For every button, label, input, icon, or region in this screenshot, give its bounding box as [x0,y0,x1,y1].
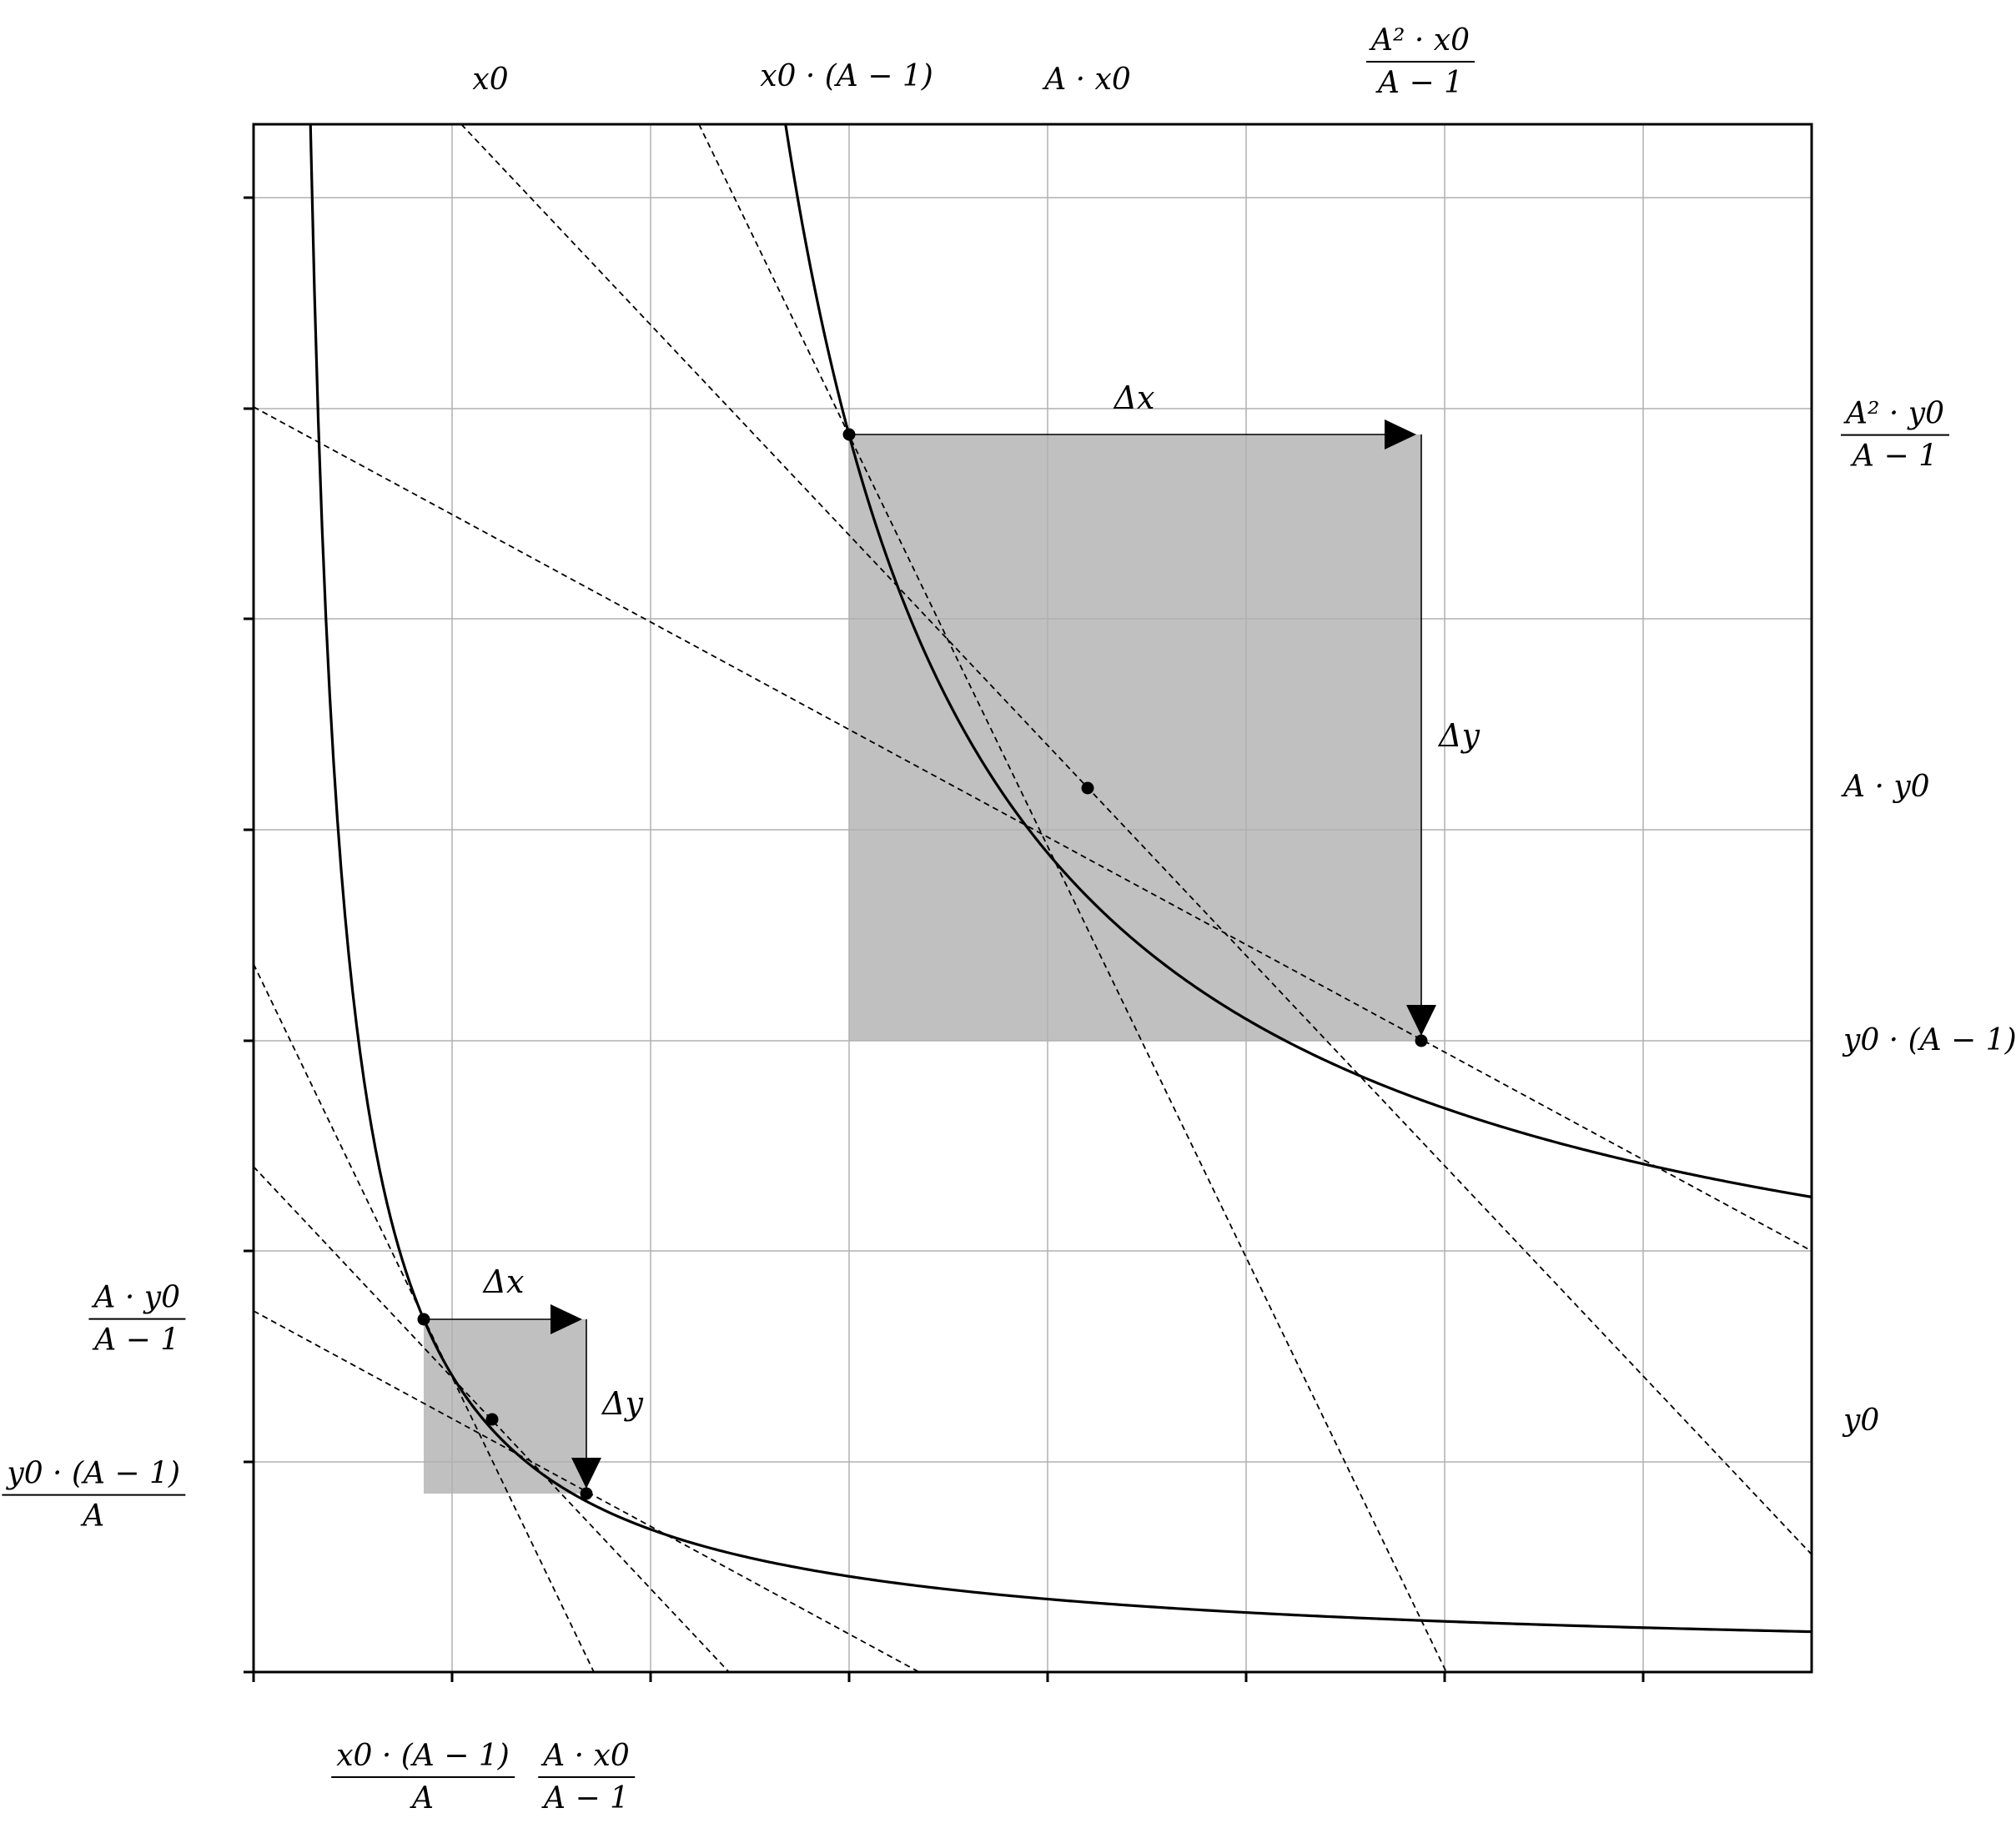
small-delta-arrows [424,1304,601,1489]
right-label-y0-times-A-minus-1: y0 · (A − 1) [1843,1023,2016,1057]
invariant-curve-small [309,124,1812,1634]
grid [254,124,1812,1672]
curve-points [417,428,1428,1500]
large-point-mid [1081,781,1094,795]
large-point-start [842,428,856,441]
dashed-line-6 [254,1310,920,1672]
small-delta-x-arrowhead [551,1304,582,1334]
right-label-y0: y0 [1843,1404,1880,1438]
top-label-A2-x0-over-A-minus-1: A² · x0 A − 1 [1366,23,1475,101]
small-shaded-region [424,1319,586,1494]
bottom-label-A-x0-over-A-minus-1: A · x0 A − 1 [538,1739,635,1816]
axes-frame [252,123,1813,1674]
top-label-x0-times-A-minus-1: x0 · (A − 1) [760,59,933,93]
large-point-end [1415,1034,1428,1047]
small-delta-y-arrowhead [571,1458,601,1489]
right-label-A-times-y0: A · y0 [1843,770,1930,804]
large-delta-y-arrowhead [1406,1005,1436,1036]
large-delta-x-label: Δx [1114,379,1155,416]
dashed-line-5 [254,1166,730,1672]
top-label-x0: x0 [472,63,509,97]
bottom-label-x0-A-minus-1-over-A: x0 · (A − 1) A [331,1739,515,1816]
large-delta-arrows [849,419,1436,1036]
small-point-mid [485,1413,499,1426]
small-delta-y-label: Δy [602,1385,643,1422]
axis-ticks [244,196,1645,1682]
large-delta-y-label: Δy [1439,717,1480,754]
left-label-A-y0-over-A-minus-1: A · y0 A − 1 [88,1281,185,1358]
top-label-A-times-x0: A · x0 [1044,63,1131,97]
large-shaded-region [849,434,1421,1041]
small-point-end [580,1487,593,1500]
dashed-line-1 [460,124,1812,1555]
small-point-start [417,1313,430,1326]
small-delta-x-label: Δx [483,1263,525,1300]
large-delta-x-arrowhead [1385,419,1416,449]
invariant-curve-large [784,124,1812,1198]
left-label-y0-A-minus-1-over-A: y0 · (A − 1) A [2,1457,185,1534]
right-label-A2-y0-over-A-minus-1: A² · y0 A − 1 [1841,397,1950,475]
dashed-line-2 [254,406,1812,1252]
dashed-line-3 [698,124,1447,1672]
